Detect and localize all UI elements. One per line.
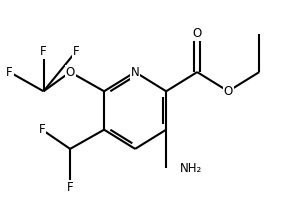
Text: O: O: [65, 66, 75, 78]
Text: F: F: [6, 66, 13, 78]
Text: O: O: [193, 27, 202, 40]
Text: F: F: [67, 181, 73, 194]
Text: F: F: [40, 45, 47, 58]
Text: O: O: [223, 85, 233, 98]
Text: F: F: [39, 123, 46, 136]
Text: F: F: [73, 45, 79, 58]
Text: N: N: [131, 66, 139, 78]
Text: NH₂: NH₂: [179, 162, 202, 175]
